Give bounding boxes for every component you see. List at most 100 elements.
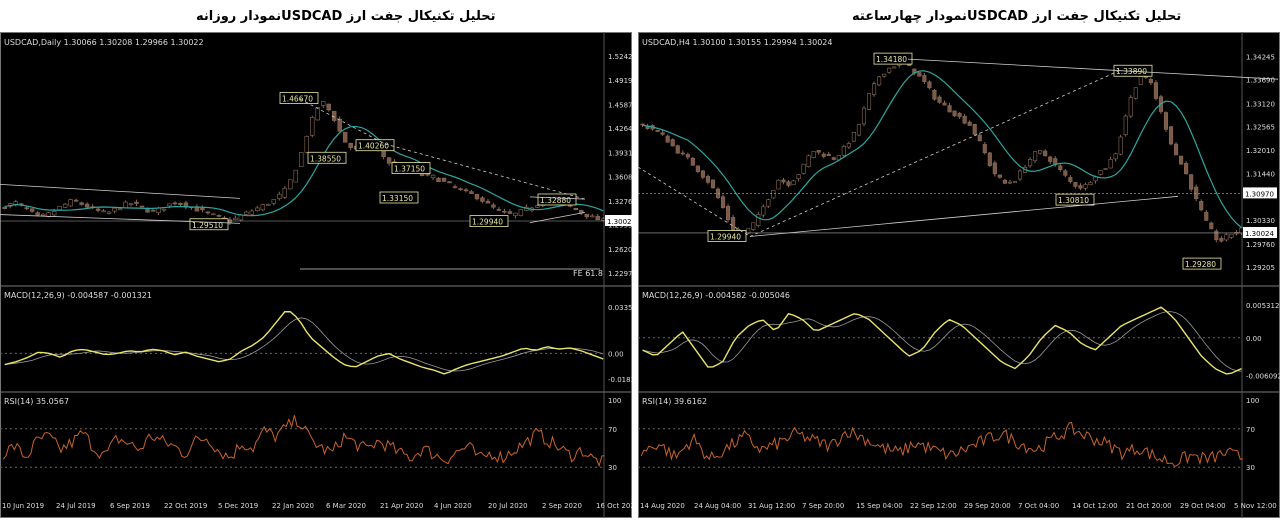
x-tick-label: 21 Apr 2020	[380, 502, 423, 510]
candle	[590, 215, 595, 218]
candle	[892, 66, 897, 69]
candle	[1058, 165, 1063, 171]
price-annotation-label: 1.33150	[382, 194, 413, 203]
daily-chart-panel[interactable]: USDCAD,Daily 1.30066 1.30208 1.29966 1.3…	[0, 32, 644, 518]
candle	[1068, 177, 1073, 182]
candle	[293, 169, 298, 183]
price-annotation-box	[279, 92, 319, 104]
candle	[447, 181, 452, 184]
last-price-label: 1.30022	[607, 218, 632, 226]
level-label: 1.30970	[1245, 190, 1274, 198]
h4-chart-svg: USDCAD,H4 1.30100 1.30155 1.29994 1.3002…	[637, 32, 1280, 518]
macd-signal-line	[642, 311, 1242, 372]
price-annotation-label: 1.40260	[358, 142, 389, 151]
candle	[771, 189, 776, 199]
x-tick-label: 22 Oct 2019	[164, 502, 207, 510]
candle	[1028, 159, 1033, 167]
h4-chart-panel[interactable]: USDCAD,H4 1.30100 1.30155 1.29994 1.3002…	[637, 32, 1280, 518]
candle	[244, 211, 249, 215]
candle	[877, 76, 882, 86]
h4-drawing: 1.34245 1.33690 1.33120 1.32565 1.32010 1.314…	[637, 52, 1280, 510]
candle	[846, 143, 851, 148]
trendline	[299, 98, 386, 145]
last-price-box	[605, 214, 639, 226]
price-annotation-box	[873, 52, 913, 65]
candle	[106, 211, 112, 214]
x-tick-label: 15 Sep 04:00	[856, 502, 903, 510]
candle	[776, 179, 781, 190]
candle	[337, 118, 342, 132]
candle	[535, 205, 540, 208]
candle	[1113, 153, 1118, 160]
candle	[1199, 201, 1204, 211]
candle	[304, 136, 309, 153]
x-tick-label: 7 Oct 04:00	[1018, 502, 1059, 510]
candle	[128, 203, 134, 205]
candle	[942, 102, 947, 106]
candle	[436, 177, 441, 183]
y-tick-label: 1.52425	[608, 53, 632, 61]
candle	[731, 217, 736, 232]
x-tick-label: 2 Sep 2020	[542, 502, 582, 510]
daily-header: USDCAD,Daily 1.30066 1.30208 1.29966 1.3…	[4, 38, 204, 47]
candle	[1229, 233, 1234, 238]
macd-tick-label: -0.006092	[1246, 372, 1280, 380]
candle	[1204, 212, 1209, 221]
price-annotation-label: 1.30810	[1058, 196, 1089, 205]
last-price-box	[1243, 226, 1277, 238]
last-price-label: 1.30024	[1245, 230, 1274, 238]
candle	[101, 210, 106, 213]
candle	[987, 152, 992, 166]
rsi-line	[2, 415, 605, 468]
candle	[685, 154, 690, 158]
y-tick-label: 1.34245	[1246, 53, 1275, 61]
candle	[665, 135, 670, 143]
candle	[507, 211, 513, 214]
candle	[882, 73, 887, 77]
moving-average-line	[4, 125, 604, 217]
candle	[962, 115, 967, 124]
macd-tick-label: 0.00	[608, 350, 624, 358]
candle	[922, 75, 927, 83]
candle	[299, 152, 304, 168]
candle	[1168, 126, 1174, 145]
candle	[35, 212, 40, 216]
candle	[675, 145, 680, 154]
candle	[145, 208, 150, 213]
daily-macd-header: MACD(12,26,9) -0.004587 -0.001321	[4, 291, 152, 300]
candle	[502, 210, 507, 213]
candle	[1043, 150, 1048, 157]
candle	[233, 217, 238, 220]
candle	[680, 152, 685, 155]
candle	[2, 206, 7, 210]
x-tick-label: 20 Jul 2020	[488, 502, 528, 510]
candle	[1148, 79, 1153, 84]
candle	[205, 211, 211, 214]
candle	[1073, 182, 1078, 187]
price-annotation-box	[391, 162, 431, 174]
candle	[584, 213, 590, 218]
candle	[178, 202, 183, 206]
y-tick-label: 1.32565	[1246, 124, 1275, 132]
price-annotation-label: 1.38550	[310, 154, 341, 163]
price-annotation-box	[1182, 257, 1222, 270]
macd-line	[642, 306, 1242, 375]
trendline	[384, 143, 586, 200]
candle	[348, 142, 353, 148]
candle	[866, 93, 872, 110]
candle	[57, 206, 62, 211]
candle	[952, 110, 957, 117]
candle	[791, 180, 796, 186]
candle	[1239, 227, 1244, 234]
y-tick-label: 1.29205	[1246, 264, 1275, 272]
candle	[288, 179, 293, 190]
candle	[310, 117, 315, 136]
candle	[1209, 222, 1214, 230]
y-tick-label: 1.30330	[1246, 217, 1275, 225]
candle	[123, 201, 128, 209]
rsi-tick-label: 100	[608, 397, 621, 405]
rsi-tick-label: 70	[608, 426, 617, 434]
candle	[1219, 238, 1224, 242]
y-tick-label: 1.32010	[1246, 147, 1275, 155]
candle	[139, 205, 145, 208]
